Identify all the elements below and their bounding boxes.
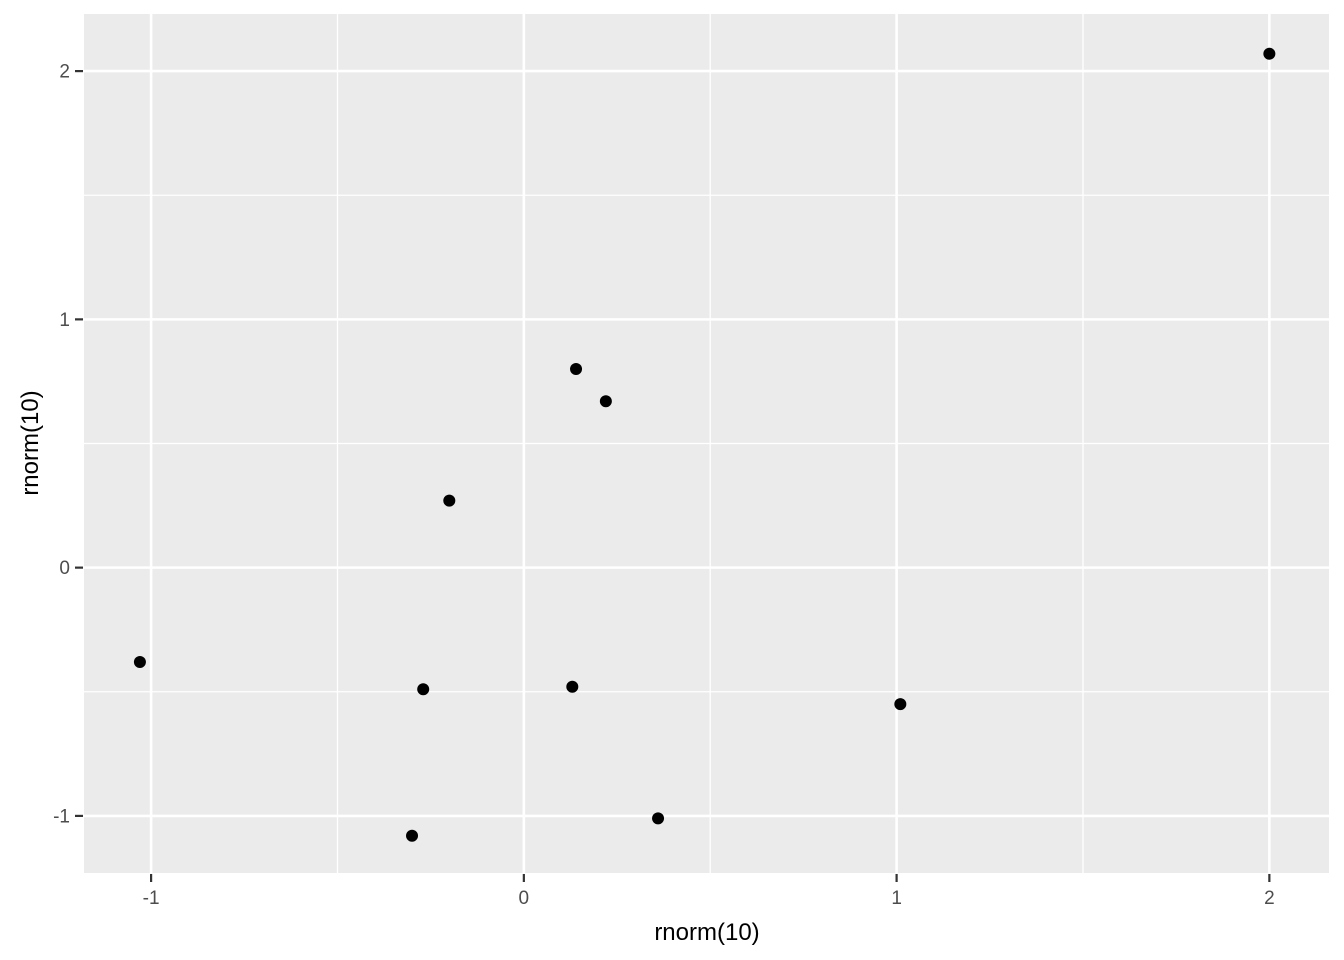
data-point <box>570 363 583 376</box>
data-point <box>417 683 430 696</box>
y-tick-label: -1 <box>53 806 70 827</box>
data-point <box>1263 47 1276 60</box>
data-point <box>652 812 665 825</box>
data-point <box>566 680 579 693</box>
y-axis-title: rnorm(10) <box>17 390 44 496</box>
x-axis-title: rnorm(10) <box>654 919 760 946</box>
y-tick-label: 1 <box>59 310 70 331</box>
x-tick-label: 2 <box>1264 888 1275 909</box>
x-tick-label: -1 <box>143 888 160 909</box>
y-tick-label: 0 <box>59 558 70 579</box>
x-tick-label: 1 <box>891 888 902 909</box>
data-point <box>133 655 146 668</box>
data-point <box>599 395 612 408</box>
x-tick-label: 0 <box>519 888 530 909</box>
y-tick-label: 2 <box>59 62 70 83</box>
data-point <box>406 829 419 842</box>
data-point <box>443 494 456 507</box>
data-point <box>894 698 907 711</box>
